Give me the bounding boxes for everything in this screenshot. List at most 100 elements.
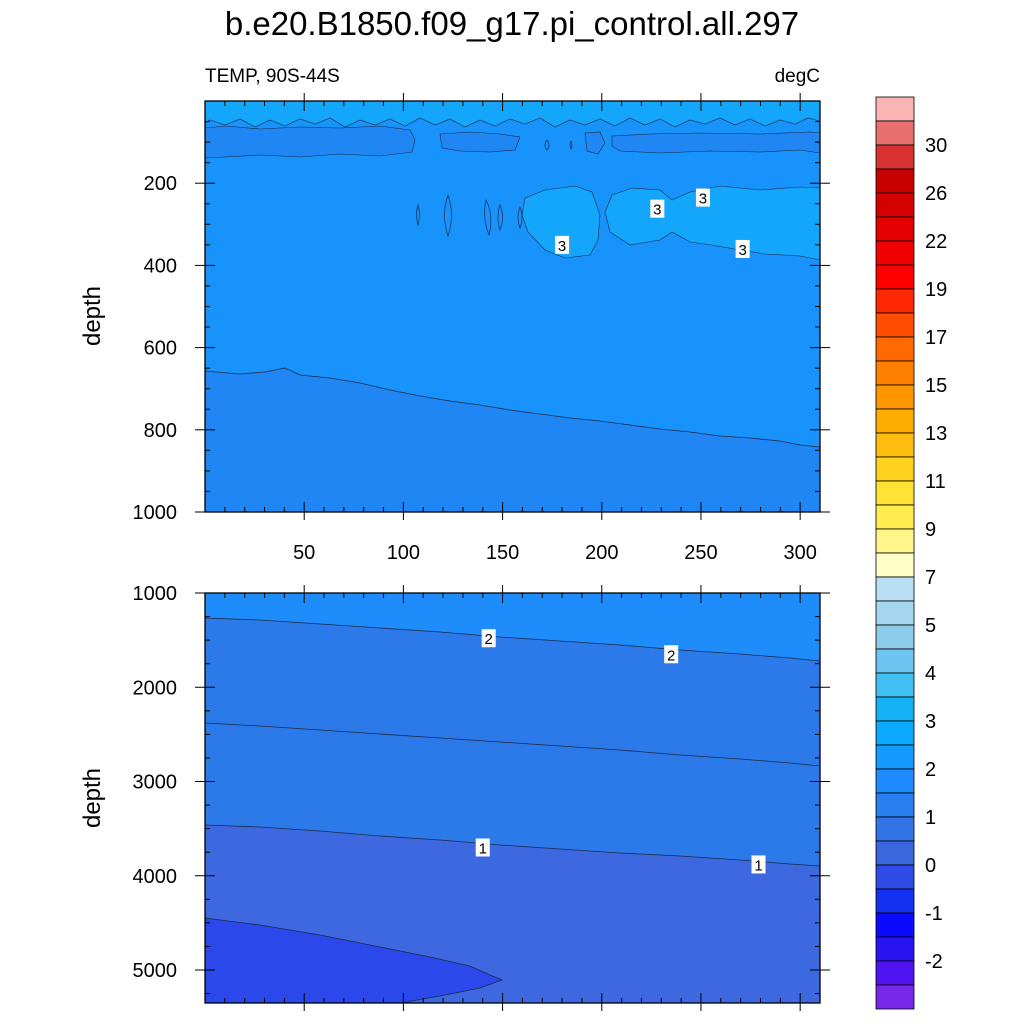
upper-y-tick-label: 800 bbox=[144, 420, 177, 442]
colorbar-box bbox=[875, 336, 915, 362]
contour-label: 3 bbox=[735, 239, 750, 259]
colorbar-box bbox=[875, 936, 915, 962]
colorbar-label: 4 bbox=[925, 663, 936, 685]
colorbar-label: 22 bbox=[925, 231, 947, 253]
colorbar: 30 26 22 19 17 15 13 11 9 7 5 4 3 2 1 0 -1 -2 bbox=[875, 96, 947, 1010]
colorbar-box bbox=[875, 720, 915, 746]
colorbar-label: 30 bbox=[925, 135, 947, 157]
colorbar-box bbox=[875, 456, 915, 482]
contour-label: 1 bbox=[751, 855, 766, 874]
colorbar-box bbox=[875, 144, 915, 170]
upper-y-tick-label: 400 bbox=[144, 255, 177, 277]
main-title: b.e20.B1850.f09_g17.pi_control.all.297 bbox=[225, 5, 799, 42]
lower-contour-labels: 2 2 1 1 bbox=[475, 629, 766, 874]
colorbar-box bbox=[875, 792, 915, 818]
colorbar-label: -2 bbox=[925, 951, 943, 973]
lower-band-1-2-boundary bbox=[205, 722, 820, 767]
upper-y-tick-label: 600 bbox=[144, 338, 177, 360]
lower-y-tick-label: 1000 bbox=[133, 583, 178, 605]
colorbar-box bbox=[875, 528, 915, 554]
contour-label-box bbox=[481, 629, 496, 648]
colorbar-box bbox=[875, 288, 915, 314]
colorbar-box bbox=[875, 96, 915, 122]
colorbar-box bbox=[875, 264, 915, 290]
colorbar-box bbox=[875, 672, 915, 698]
contour-label-text: 2 bbox=[485, 631, 493, 648]
contour-label-text: 2 bbox=[667, 647, 675, 664]
contour-label-box bbox=[751, 855, 766, 874]
contour-label-box bbox=[695, 188, 710, 207]
upper-x-tick-label: 150 bbox=[486, 542, 519, 564]
colorbar-box bbox=[875, 960, 915, 986]
colorbar-label: 15 bbox=[925, 375, 947, 397]
upper-x-tick-label: 50 bbox=[293, 542, 315, 564]
upper-y-axis-label: depth bbox=[79, 286, 106, 346]
colorbar-box bbox=[875, 648, 915, 674]
contour-label: 2 bbox=[481, 629, 496, 648]
colorbar-box bbox=[875, 984, 915, 1010]
colorbar-box bbox=[875, 744, 915, 770]
lower-y-tick-label: 3000 bbox=[133, 772, 178, 794]
colorbar-box bbox=[875, 408, 915, 434]
colorbar-box bbox=[875, 624, 915, 650]
colorbar-box bbox=[875, 912, 915, 938]
colorbar-label: 1 bbox=[925, 807, 936, 829]
colorbar-box bbox=[875, 384, 915, 410]
lower-y-axis-label: depth bbox=[79, 768, 106, 828]
upper-axes: 50 100 150 200 250 300 200 400 600 800 1000 bbox=[133, 93, 830, 564]
upper-band-1-2-thin bbox=[205, 125, 416, 159]
colorbar-box bbox=[875, 192, 915, 218]
colorbar-box bbox=[875, 552, 915, 578]
colorbar-label: 19 bbox=[925, 279, 947, 301]
lower-y-tick-label: 2000 bbox=[133, 677, 178, 699]
upper-y-tick-label: 1000 bbox=[133, 502, 178, 524]
colorbar-label: 2 bbox=[925, 759, 936, 781]
contour-label-text: 3 bbox=[653, 202, 661, 219]
colorbar-box bbox=[875, 864, 915, 890]
contour-label-text: 3 bbox=[558, 238, 566, 255]
colorbar-box bbox=[875, 600, 915, 626]
colorbar-label: 0 bbox=[925, 855, 936, 877]
colorbar-box bbox=[875, 888, 915, 914]
upper-x-tick-label: 250 bbox=[684, 542, 717, 564]
contour-label-text: 3 bbox=[699, 191, 707, 208]
units-subtitle: degC bbox=[775, 66, 820, 87]
colorbar-box bbox=[875, 576, 915, 602]
colorbar-box bbox=[875, 360, 915, 386]
colorbar-label: 9 bbox=[925, 519, 936, 541]
lower-contour-panel bbox=[205, 593, 820, 1003]
colorbar-box bbox=[875, 312, 915, 338]
upper-contour-panel bbox=[205, 101, 820, 512]
colorbar-box bbox=[875, 768, 915, 794]
lower-axes: 1000 2000 3000 4000 5000 bbox=[133, 583, 830, 1011]
upper-contour-labels: 3 3 3 3 bbox=[555, 188, 750, 259]
colorbar-box bbox=[875, 816, 915, 842]
contour-label-box bbox=[475, 838, 490, 857]
contour-label-box bbox=[735, 239, 750, 258]
colorbar-box bbox=[875, 240, 915, 266]
upper-x-tick-label: 200 bbox=[585, 542, 618, 564]
contour-label: 2 bbox=[664, 645, 679, 664]
colorbar-box bbox=[875, 840, 915, 866]
upper-x-tick-label: 300 bbox=[783, 542, 816, 564]
contour-label: 3 bbox=[695, 188, 710, 208]
colorbar-box bbox=[875, 696, 915, 722]
variable-subtitle: TEMP, 90S-44S bbox=[205, 66, 340, 87]
colorbar-label: 26 bbox=[925, 183, 947, 205]
colorbar-box bbox=[875, 168, 915, 194]
colorbar-label: 5 bbox=[925, 615, 936, 637]
colorbar-box bbox=[875, 480, 915, 506]
contour-label: 3 bbox=[555, 235, 570, 255]
colorbar-label: -1 bbox=[925, 903, 943, 925]
lower-y-tick-label: 4000 bbox=[133, 866, 178, 888]
contour-label-box bbox=[555, 235, 570, 254]
contour-label: 1 bbox=[475, 838, 490, 857]
colorbar-label: 11 bbox=[925, 471, 946, 493]
lower-plot-frame bbox=[204, 592, 821, 1004]
colorbar-box bbox=[875, 216, 915, 242]
lower-y-tick-label: 5000 bbox=[133, 960, 178, 982]
contour-label-box bbox=[664, 645, 679, 664]
contour-label-box bbox=[650, 199, 665, 218]
upper-small-closed-contours bbox=[416, 139, 573, 238]
